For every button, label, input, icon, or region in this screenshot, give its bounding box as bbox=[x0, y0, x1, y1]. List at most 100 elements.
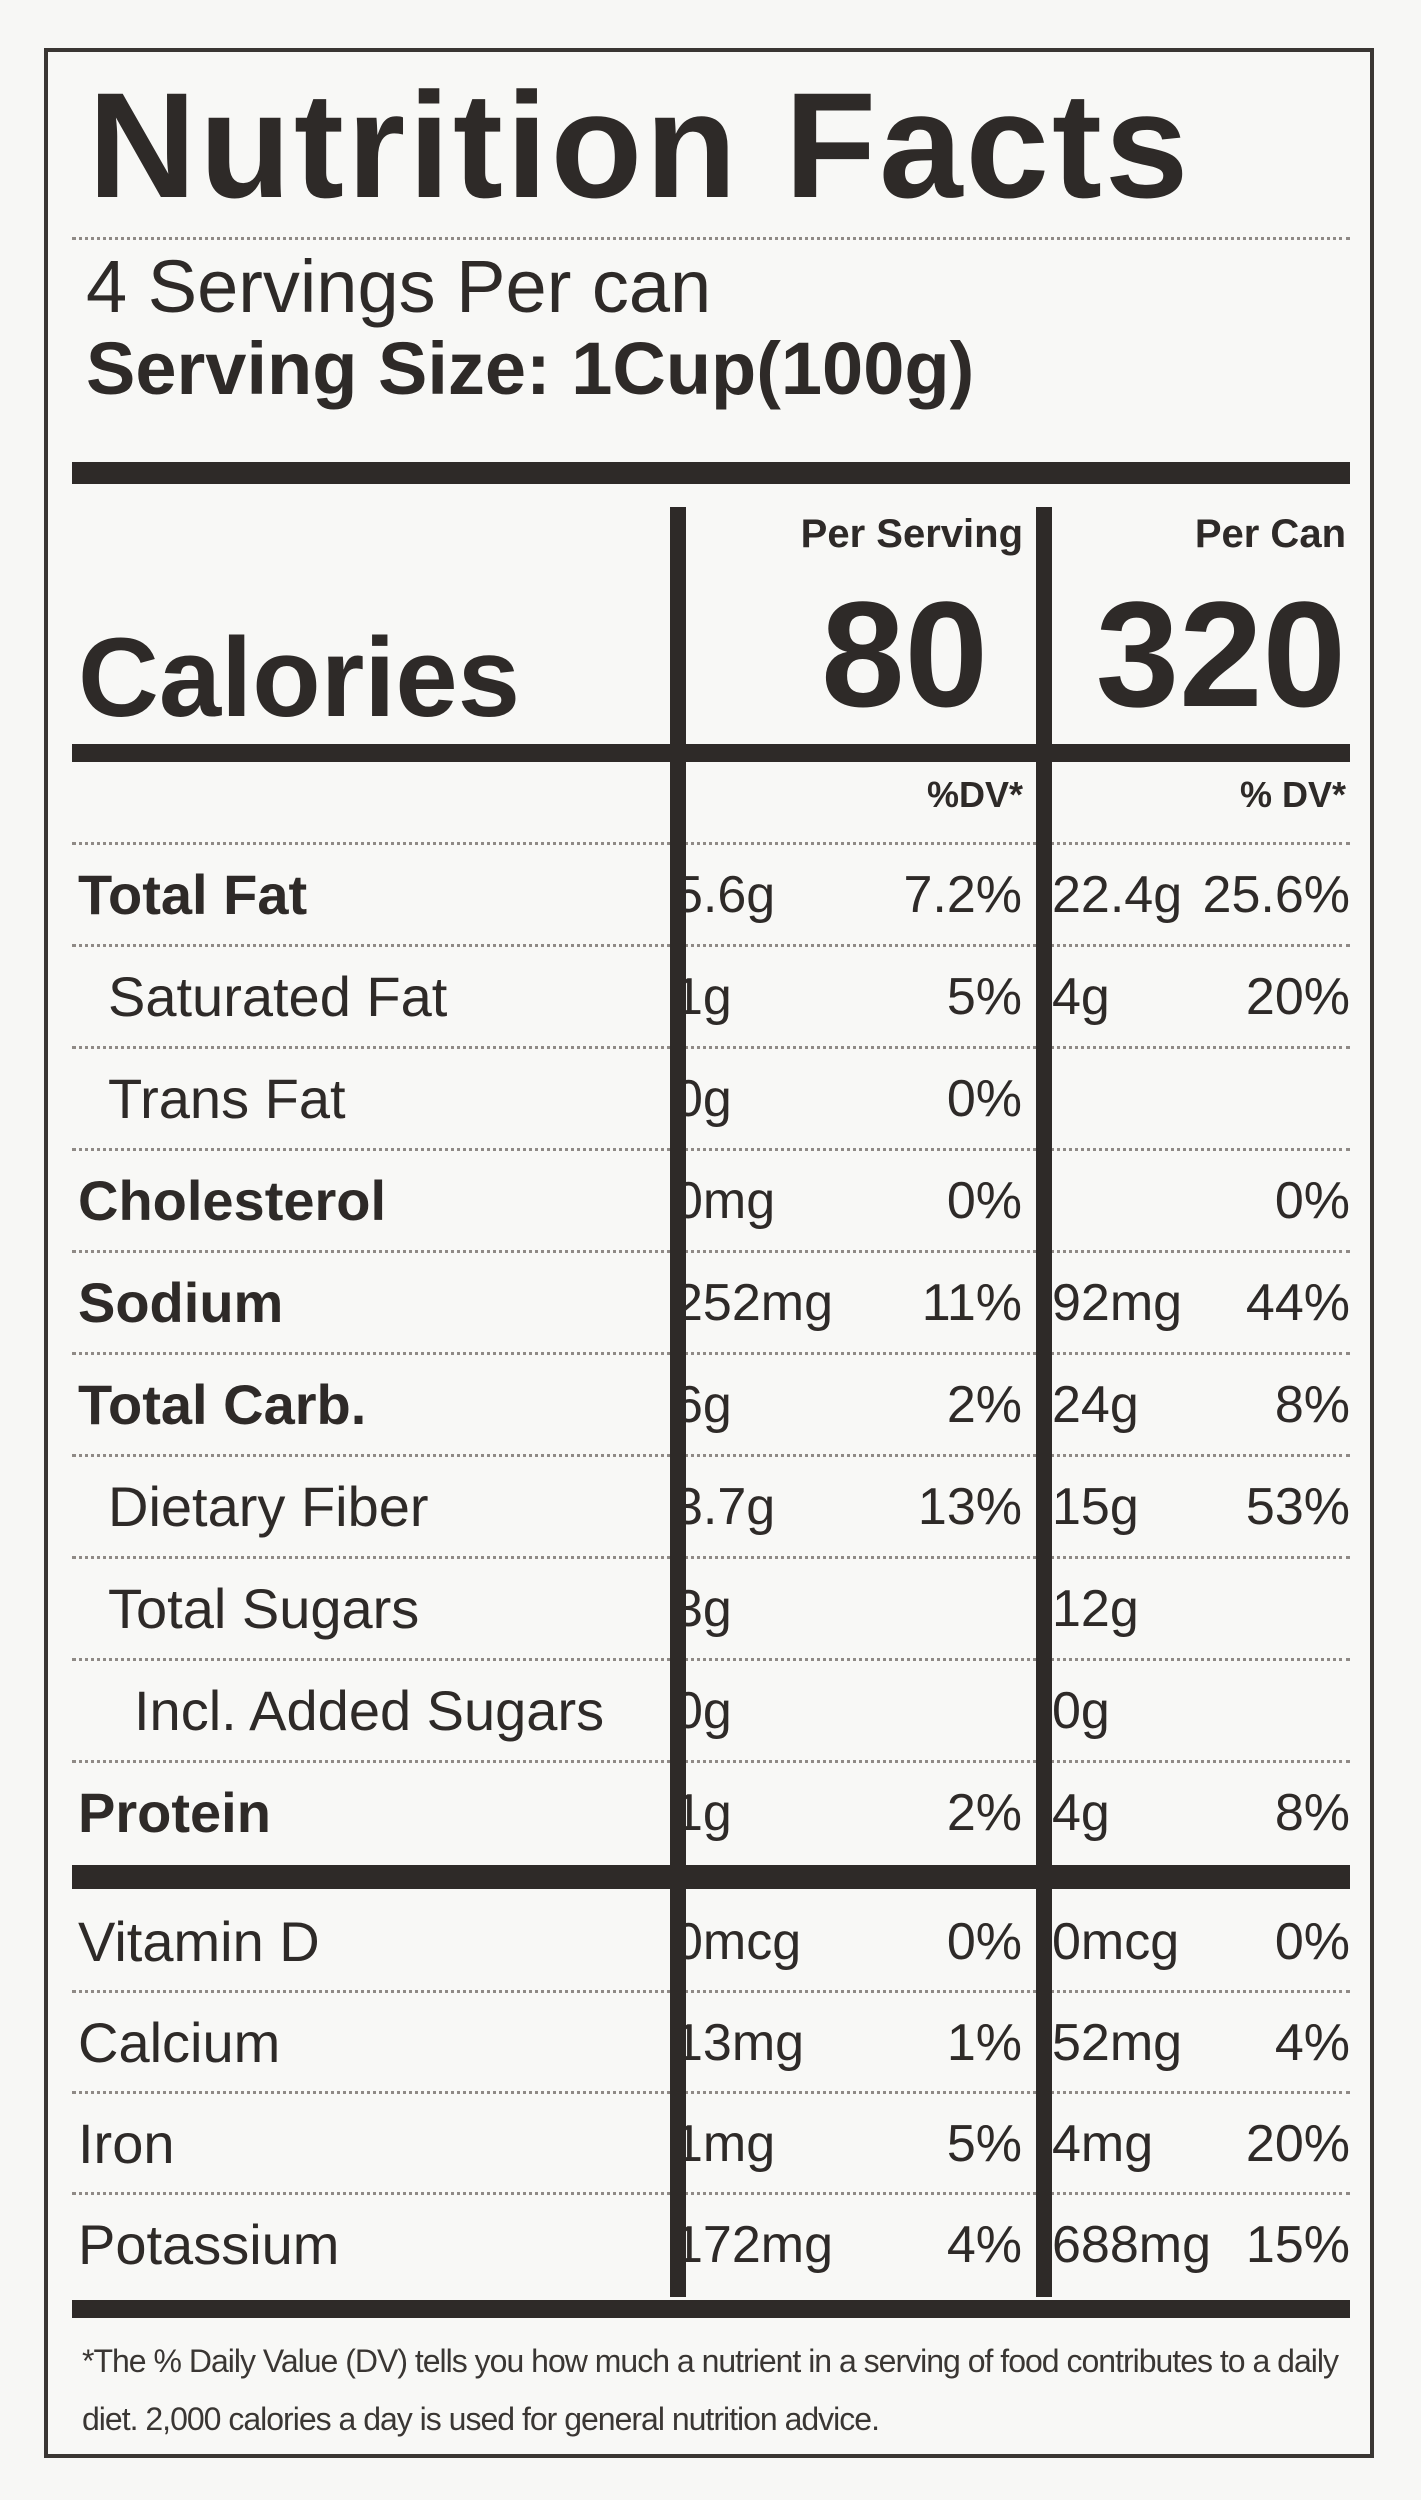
row-divider bbox=[72, 1046, 1350, 1049]
serving-dv: 5% bbox=[946, 2115, 1022, 2173]
can-dv: 20% bbox=[1245, 968, 1350, 1026]
per-can-header: Per Can bbox=[1194, 512, 1346, 556]
serving-amount: 1mg bbox=[674, 2115, 776, 2173]
can-amount: 92mg bbox=[1052, 1274, 1183, 1332]
can-dv: 8% bbox=[1274, 1784, 1350, 1842]
per-serving-header: Per Serving bbox=[800, 512, 1023, 556]
serving-amount: 252mg bbox=[674, 1274, 833, 1332]
row-divider bbox=[72, 2091, 1350, 2094]
serving-dv: 4% bbox=[946, 2216, 1022, 2274]
table-row: Potassium 172mg 4% 688mg 15% bbox=[72, 2195, 1350, 2296]
label-title: Nutrition Facts bbox=[88, 61, 1192, 229]
row-divider bbox=[72, 1454, 1350, 1457]
table-row: Vitamin D 0mcg 0% 0mcg 0% bbox=[72, 1892, 1350, 1993]
footnote: *The % Daily Value (DV) tells you how mu… bbox=[82, 2343, 1339, 2437]
table-row: Iron 1mg 5% 4mg 20% bbox=[72, 2094, 1350, 2195]
row-divider bbox=[72, 2192, 1350, 2195]
thick-rule-calories bbox=[72, 744, 1350, 762]
serving-dv: 11% bbox=[921, 1274, 1022, 1332]
serving-dv: 0% bbox=[946, 1172, 1022, 1230]
serving-dv: 0% bbox=[946, 1070, 1022, 1128]
serving-amount: 13mg bbox=[674, 2014, 805, 2072]
nutrient-name: Dietary Fiber bbox=[108, 1475, 429, 1538]
nutrient-name: Total Carb. bbox=[78, 1373, 367, 1436]
nutrient-name: Protein bbox=[78, 1781, 271, 1844]
can-amount: 22.4g bbox=[1052, 866, 1183, 924]
nutrient-name: Cholesterol bbox=[78, 1169, 387, 1232]
serving-amount: 3.7g bbox=[674, 1478, 776, 1536]
can-dv: 25.6% bbox=[1202, 866, 1350, 924]
serving-size: Serving Size: 1Cup(100g) bbox=[86, 327, 975, 410]
nutrient-name: Iron bbox=[78, 2112, 175, 2175]
row-divider bbox=[72, 1760, 1350, 1763]
table-row: Protein 1g 2% 4g 8% bbox=[72, 1763, 1350, 1865]
can-amount: 24g bbox=[1052, 1376, 1139, 1434]
title-divider bbox=[72, 237, 1350, 240]
serving-amount: 172mg bbox=[674, 2216, 833, 2274]
nutrition-facts-label: Nutrition Facts 4 Servings Per can Servi… bbox=[44, 48, 1374, 2458]
nutrient-name: Saturated Fat bbox=[108, 965, 448, 1028]
serving-dv: 2% bbox=[946, 1376, 1022, 1434]
can-amount: 688mg bbox=[1052, 2216, 1211, 2274]
can-amount: 15g bbox=[1052, 1478, 1139, 1536]
row-divider bbox=[72, 944, 1350, 947]
serving-dv: 1% bbox=[946, 2014, 1022, 2072]
serving-dv: 7.2% bbox=[903, 866, 1022, 924]
calories-per-can: 320 bbox=[1095, 570, 1346, 738]
can-amount: 4mg bbox=[1052, 2115, 1154, 2173]
can-dv: 53% bbox=[1245, 1478, 1350, 1536]
can-dv: 0% bbox=[1274, 1172, 1350, 1230]
nutrient-name: Incl. Added Sugars bbox=[134, 1679, 605, 1742]
nutrient-name: Vitamin D bbox=[78, 1910, 320, 1973]
dv-header-can: % DV* bbox=[1239, 774, 1346, 815]
serving-dv: 0% bbox=[946, 1913, 1022, 1971]
thick-rule-top bbox=[72, 462, 1350, 484]
serving-amount: 0mcg bbox=[674, 1913, 802, 1971]
table-row: Incl. Added Sugars 0g 0g bbox=[72, 1661, 1350, 1763]
can-dv: 0% bbox=[1274, 1913, 1350, 1971]
dv-header-serving: %DV* bbox=[926, 774, 1023, 815]
can-amount: 52mg bbox=[1052, 2014, 1183, 2072]
calories-per-serving: 80 bbox=[821, 570, 988, 738]
dv-header-divider bbox=[72, 842, 1350, 845]
serving-dv: 13% bbox=[917, 1478, 1022, 1536]
table-row: Dietary Fiber 3.7g 13% 15g 53% bbox=[72, 1457, 1350, 1559]
can-dv: 8% bbox=[1274, 1376, 1350, 1434]
thick-rule-vitamins bbox=[72, 1865, 1350, 1889]
can-amount: 0mcg bbox=[1052, 1913, 1180, 1971]
table-row: Cholesterol 0mg 0% 0% bbox=[72, 1151, 1350, 1253]
serving-amount: 5.6g bbox=[674, 866, 776, 924]
can-amount: 4g bbox=[1052, 1784, 1110, 1842]
row-divider bbox=[72, 1658, 1350, 1661]
table-row: Trans Fat 0g 0% bbox=[72, 1049, 1350, 1151]
row-divider bbox=[72, 1148, 1350, 1151]
nutrient-name: Calcium bbox=[78, 2011, 281, 2074]
serving-dv: 2% bbox=[946, 1784, 1022, 1842]
row-divider bbox=[72, 1990, 1350, 1993]
thick-rule-footnote bbox=[72, 2300, 1350, 2318]
can-dv: 20% bbox=[1245, 2115, 1350, 2173]
calories-label: Calories bbox=[78, 615, 520, 740]
table-row: Sodium 252mg 11% 92mg 44% bbox=[72, 1253, 1350, 1355]
table-row: Total Sugars 3g 12g bbox=[72, 1559, 1350, 1661]
can-amount: 4g bbox=[1052, 968, 1110, 1026]
table-row: Total Fat 5.6g 7.2% 22.4g 25.6% bbox=[72, 845, 1350, 947]
serving-dv: 5% bbox=[946, 968, 1022, 1026]
table-row: Saturated Fat 1g 5% 4g 20% bbox=[72, 947, 1350, 1049]
serving-amount: 0mg bbox=[674, 1172, 776, 1230]
column-divider-serving bbox=[670, 507, 686, 2297]
can-amount: 12g bbox=[1052, 1580, 1139, 1638]
table-row: Calcium 13mg 1% 52mg 4% bbox=[72, 1993, 1350, 2094]
can-dv: 44% bbox=[1245, 1274, 1350, 1332]
column-divider-can bbox=[1036, 507, 1052, 2297]
nutrient-name: Potassium bbox=[78, 2213, 340, 2276]
row-divider bbox=[72, 1556, 1350, 1559]
nutrient-name: Total Fat bbox=[78, 863, 308, 926]
can-dv: 15% bbox=[1245, 2216, 1350, 2274]
can-amount: 0g bbox=[1052, 1682, 1110, 1740]
row-divider bbox=[72, 1250, 1350, 1253]
can-dv: 4% bbox=[1274, 2014, 1350, 2072]
row-divider bbox=[72, 1352, 1350, 1355]
nutrient-name: Sodium bbox=[78, 1271, 284, 1334]
table-row: Total Carb. 6g 2% 24g 8% bbox=[72, 1355, 1350, 1457]
